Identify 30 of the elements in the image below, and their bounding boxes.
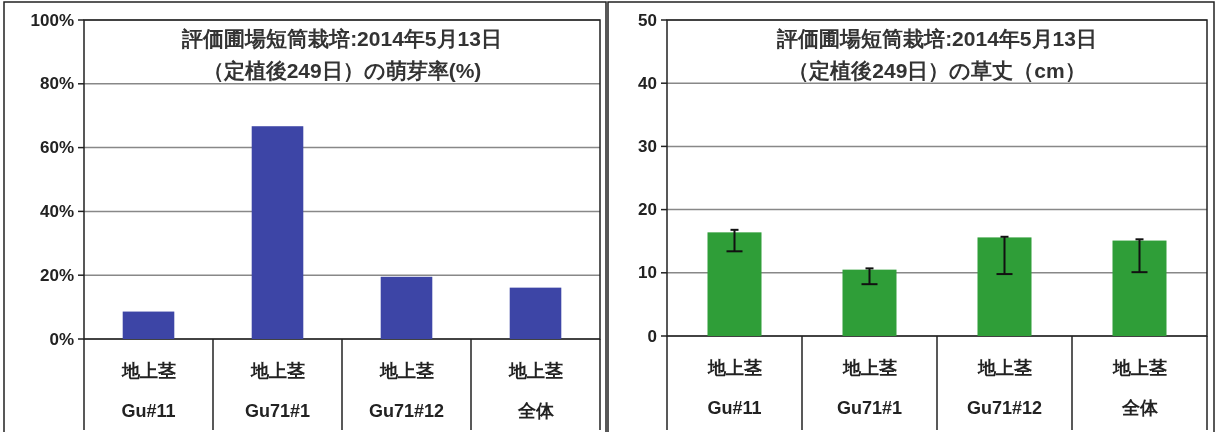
y-tick-label: 80% xyxy=(39,74,74,94)
bar xyxy=(509,287,562,339)
x-tick-label: 地上茎全体 xyxy=(1111,358,1167,418)
bar xyxy=(842,269,897,336)
y-tick-label: 60% xyxy=(39,138,74,158)
x-tick-label: 地上茎Gu71#12 xyxy=(368,361,445,421)
y-tick-label: 50 xyxy=(638,10,657,30)
y-tick-label: 30 xyxy=(638,136,657,156)
x-tick-label: 地上茎Gu#11 xyxy=(120,361,176,421)
bar xyxy=(122,311,175,339)
text: 評価圃場短筒栽培:2014年5月13日（定植後249日）の草丈（cm） xyxy=(776,27,1097,82)
y-tick-label: 20 xyxy=(638,200,657,220)
x-tick-label: 地上茎全体 xyxy=(507,361,563,421)
bar xyxy=(380,276,433,339)
x-tick-label: 地上茎Gu#11 xyxy=(706,358,762,418)
bar xyxy=(1112,240,1167,336)
y-tick-label: 100% xyxy=(30,10,74,30)
y-tick-label: 0 xyxy=(647,326,657,346)
y-tick-label: 40 xyxy=(638,73,657,93)
bar xyxy=(977,237,1032,336)
y-tick-label: 10 xyxy=(638,263,657,283)
x-tick-label: 地上茎Gu71#1 xyxy=(244,361,311,421)
y-tick-label: 40% xyxy=(39,201,74,221)
x-tick-label: 地上茎Gu71#12 xyxy=(966,358,1043,418)
y-tick-label: 0% xyxy=(49,329,74,349)
y-tick-label: 20% xyxy=(39,265,74,285)
bar xyxy=(707,232,762,336)
bar xyxy=(251,126,304,339)
text: 評価圃場短筒栽培:2014年5月13日（定植後249日）の萌芽率(%) xyxy=(181,27,502,82)
x-tick-label: 地上茎Gu71#1 xyxy=(836,358,903,418)
